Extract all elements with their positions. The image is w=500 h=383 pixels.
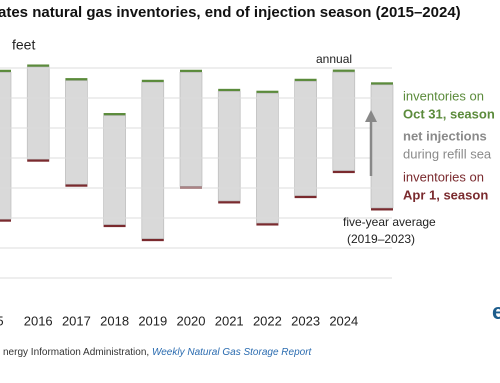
range-bar — [65, 80, 88, 185]
chart-subtitle: feet — [12, 37, 35, 53]
legend-text: during refill sea — [403, 146, 492, 161]
legend-text: net injections — [403, 128, 487, 143]
range-bar — [141, 81, 165, 239]
range-bar — [370, 84, 394, 209]
arrow-head — [365, 110, 377, 122]
chart-title: ates natural gas inventories, end of inj… — [0, 4, 461, 21]
source-link: Weekly Natural Gas Storage Report — [152, 347, 313, 358]
range-bar — [103, 115, 126, 225]
range-bar — [0, 71, 12, 220]
source-text: nergy Information Administration, — [3, 347, 152, 358]
range-bar — [332, 71, 356, 171]
range-bar — [26, 66, 50, 160]
x-tick-label: 2019 — [138, 313, 167, 328]
x-tick-label: 2021 — [215, 313, 244, 328]
x-tick-label: 2017 — [62, 313, 91, 328]
logo: e — [492, 299, 500, 324]
annotation: five-year average — [343, 215, 436, 229]
range-bar — [217, 91, 241, 202]
x-tick-label: 2018 — [100, 313, 129, 328]
legend-text: inventories on — [403, 169, 484, 184]
x-tick-label: 2022 — [253, 313, 282, 328]
source: nergy Information Administration, Weekly… — [3, 347, 313, 358]
x-tick-label: 2020 — [177, 313, 206, 328]
range-bar — [294, 80, 317, 196]
annotation: annual — [316, 52, 352, 66]
legend-text: Oct 31, season — [403, 106, 495, 121]
x-tick-label: 2024 — [329, 313, 358, 328]
x-tick-label: 2016 — [24, 313, 53, 328]
range-bar — [179, 71, 203, 187]
x-tick-label: 5 — [0, 313, 4, 328]
legend-text: inventories on — [403, 88, 484, 103]
x-tick-label: 2023 — [291, 313, 320, 328]
legend-text: Apr 1, season — [403, 187, 488, 202]
annotation: (2019–2023) — [347, 232, 415, 246]
